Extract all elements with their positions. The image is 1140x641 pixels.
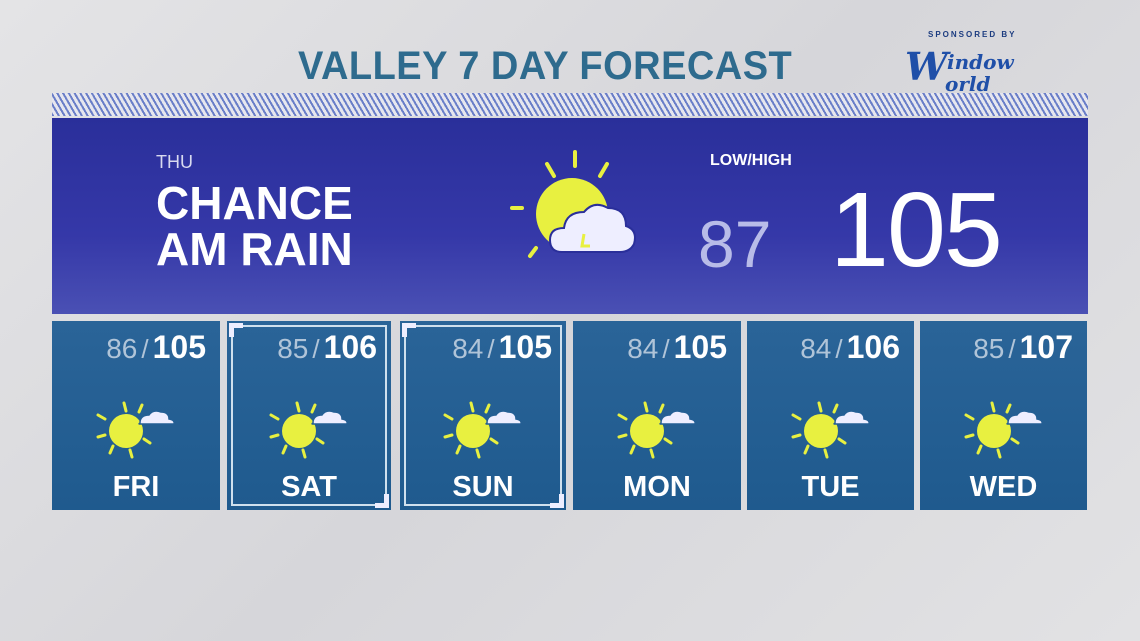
separator: / bbox=[487, 334, 495, 364]
high-temp: 105 bbox=[498, 329, 552, 365]
day-label: WED bbox=[969, 471, 1038, 503]
day-label: SUN bbox=[452, 471, 514, 503]
condition-line: CHANCE bbox=[156, 177, 353, 229]
page-title: VALLEY 7 DAY FORECAST bbox=[298, 44, 793, 88]
temperature-range: 84/105 bbox=[627, 329, 727, 366]
sponsor-label: SPONSORED BY bbox=[928, 30, 1017, 39]
mostly-sunny-icon bbox=[269, 401, 348, 459]
today-high: 105 bbox=[830, 171, 1003, 289]
temperature-range: 84/106 bbox=[800, 329, 900, 366]
high-temp: 105 bbox=[152, 329, 206, 365]
today-condition: CHANCE AM RAIN bbox=[156, 180, 353, 272]
low-temp: 85 bbox=[973, 333, 1005, 364]
low-temp: 86 bbox=[106, 333, 138, 364]
low-temp: 84 bbox=[452, 333, 484, 364]
mostly-sunny-icon bbox=[617, 401, 696, 459]
hatched-divider bbox=[52, 93, 1088, 116]
sun-cloud-storm-icon bbox=[510, 150, 636, 258]
today-panel: THU CHANCE AM RAIN LOW/HIGH 87 105 bbox=[52, 118, 1088, 314]
mostly-sunny-icon bbox=[96, 401, 175, 459]
corner-bracket bbox=[229, 323, 243, 337]
separator: / bbox=[312, 334, 320, 364]
low-high-label: LOW/HIGH bbox=[710, 152, 792, 169]
corner-bracket bbox=[375, 494, 389, 508]
separator: / bbox=[1008, 334, 1016, 364]
day-label: TUE bbox=[801, 471, 860, 503]
condition-line: AM RAIN bbox=[156, 223, 353, 275]
mostly-sunny-icon bbox=[964, 401, 1043, 459]
high-temp: 106 bbox=[846, 329, 900, 365]
forecast-card-sun: 84/105 SUN bbox=[400, 321, 566, 510]
mostly-sunny-icon bbox=[443, 401, 522, 459]
separator: / bbox=[835, 334, 843, 364]
forecast-card-wed: 85/107 WED bbox=[920, 321, 1087, 510]
forecast-card-tue: 84/106 TUE bbox=[747, 321, 914, 510]
corner-bracket bbox=[402, 323, 416, 337]
today-low: 87 bbox=[698, 207, 772, 281]
low-temp: 84 bbox=[627, 333, 659, 364]
temperature-range: 84/105 bbox=[452, 329, 552, 366]
temperature-range: 86/105 bbox=[106, 329, 206, 366]
low-temp: 84 bbox=[800, 333, 832, 364]
temperature-range: 85/107 bbox=[973, 329, 1073, 366]
corner-bracket bbox=[550, 494, 564, 508]
forecast-card-mon: 84/105 MON bbox=[573, 321, 741, 510]
today-day: THU bbox=[156, 152, 193, 172]
forecast-card-sat: 85/106 SAT bbox=[227, 321, 391, 510]
day-label: MON bbox=[623, 471, 691, 503]
forecast-card-fri: 86/105 FRI bbox=[52, 321, 220, 510]
temperature-range: 85/106 bbox=[277, 329, 377, 366]
high-temp: 106 bbox=[323, 329, 377, 365]
day-label: SAT bbox=[281, 471, 337, 503]
separator: / bbox=[662, 334, 670, 364]
separator: / bbox=[141, 334, 149, 364]
mostly-sunny-icon bbox=[791, 401, 870, 459]
low-temp: 85 bbox=[277, 333, 309, 364]
high-temp: 107 bbox=[1019, 329, 1073, 365]
day-label: FRI bbox=[112, 471, 160, 503]
high-temp: 105 bbox=[673, 329, 727, 365]
